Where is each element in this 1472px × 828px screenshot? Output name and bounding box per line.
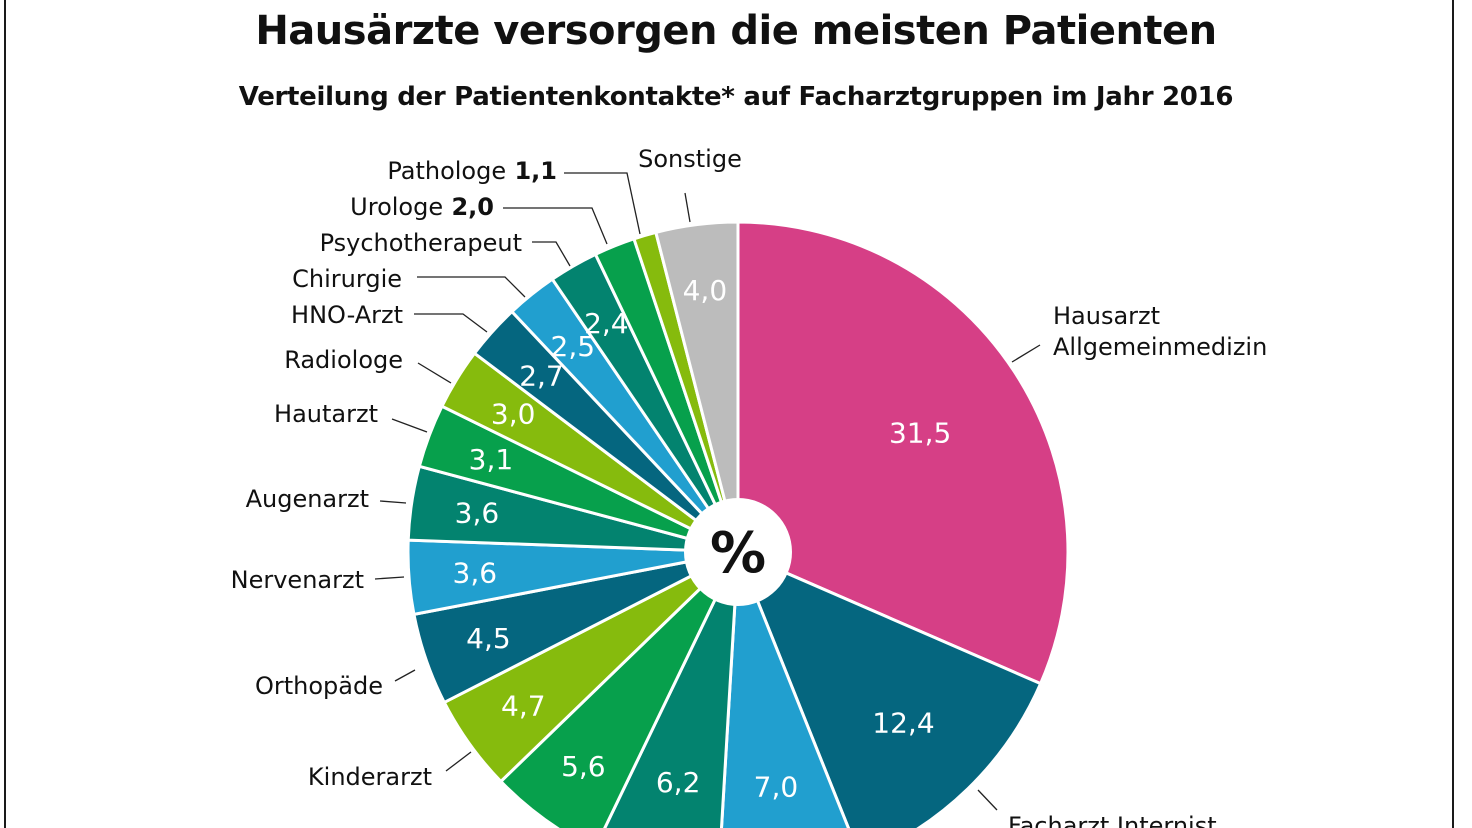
leader-line-hno-arzt (414, 313, 488, 333)
slice-value-hno-arzt: 2,7 (519, 360, 564, 393)
slice-label-urologe: Urologe 2,0 (350, 193, 494, 221)
slice-label-hausarzt-allgemeinmedizin: Allgemeinmedizin (1053, 333, 1267, 361)
slice-label-facharzt-internist: Facharzt Internist (1008, 812, 1217, 828)
leader-line-psychotherapeut (532, 241, 571, 267)
slice-label-hno-arzt: HNO-Arzt (291, 301, 403, 329)
slice-value-facharzt-internist: 12,4 (872, 706, 934, 739)
slice-value-sonstige: 4,0 (683, 274, 728, 307)
pie-slice-sonstige (654, 220, 740, 553)
leader-line-chirurgie (417, 276, 526, 298)
leader-line-augenarzt (379, 500, 407, 504)
slice-value-hausarzt-allgemeinmedizin: 31,5 (889, 417, 951, 450)
pie-slice-value-7-0 (719, 551, 851, 828)
slice-value-urologe: 2,0 (443, 193, 494, 221)
slice-value-value-5-6: 5,6 (561, 750, 606, 783)
slice-value-kinderarzt: 4,7 (501, 690, 546, 723)
slice-value-orthopaede: 4,5 (466, 622, 511, 655)
slice-value-chirurgie: 2,5 (551, 330, 596, 363)
slice-value-value-7-0: 7,0 (754, 771, 799, 804)
center-hole (684, 498, 792, 606)
slice-value-nervenarzt: 3,6 (453, 556, 498, 589)
slice-value-radiologe: 3,0 (491, 398, 536, 431)
frame-border-left (4, 0, 6, 828)
slice-value-hautarzt: 3,1 (469, 443, 514, 476)
leader-line-pathologe (564, 172, 641, 235)
pie-slice-value-6-2 (603, 551, 740, 828)
slice-label-hautarzt: Hautarzt (274, 400, 378, 428)
slice-label-chirurgie: Chirurgie (292, 265, 402, 293)
slice-label-psychotherapeut: Psychotherapeut (320, 229, 522, 257)
pie-slice-hausarzt-allgemeinmedizin (736, 220, 1070, 686)
slice-label-kinderarzt: Kinderarzt (308, 763, 432, 791)
chart-title: Hausärzte versorgen die meisten Patiente… (255, 8, 1217, 54)
pie-slice-facharzt-internist (735, 549, 1043, 828)
leader-line-kinderarzt (445, 751, 472, 772)
slice-value-psychotherapeut: 2,4 (584, 307, 629, 340)
slice-label-sonstige: Sonstige (638, 145, 742, 173)
slice-label-hausarzt-allgemeinmedizin: Hausarzt (1053, 302, 1160, 330)
slice-label-augenarzt: Augenarzt (246, 485, 369, 513)
leader-line-orthopaede (394, 669, 416, 682)
chart-subtitle: Verteilung der Patientenkontakte* auf Fa… (238, 82, 1234, 112)
percent-symbol: % (710, 521, 766, 586)
leader-line-hausarzt-allgemeinmedizin (1011, 344, 1041, 363)
slice-label-orthopaede: Orthopäde (255, 672, 383, 700)
pie-slices (406, 220, 1070, 828)
leader-line-hautarzt (391, 418, 428, 433)
slice-labels: Hausarzt Allgemeinmedizin Facharzt Interni… (231, 145, 1268, 828)
slice-value-pathologe: 1,1 (506, 157, 557, 185)
slice-values: 31,512,47,06,25,64,74,53,63,63,13,02,72,… (453, 274, 952, 803)
frame-border-right (1452, 0, 1454, 828)
leader-line-facharzt-internist (977, 789, 998, 811)
slice-label-nervenarzt: Nervenarzt (231, 566, 364, 594)
leader-lines (374, 172, 1041, 811)
leader-line-sonstige (684, 192, 691, 223)
slice-label-radiologe: Radiologe (284, 346, 403, 374)
leader-line-nervenarzt (374, 576, 405, 580)
slice-label-pathologe: Pathologe 1,1 (387, 157, 557, 185)
leader-line-radiologe (417, 362, 452, 384)
slice-value-augenarzt: 3,6 (455, 497, 500, 530)
leader-line-urologe (503, 207, 608, 245)
slice-value-value-6-2: 6,2 (656, 766, 701, 799)
